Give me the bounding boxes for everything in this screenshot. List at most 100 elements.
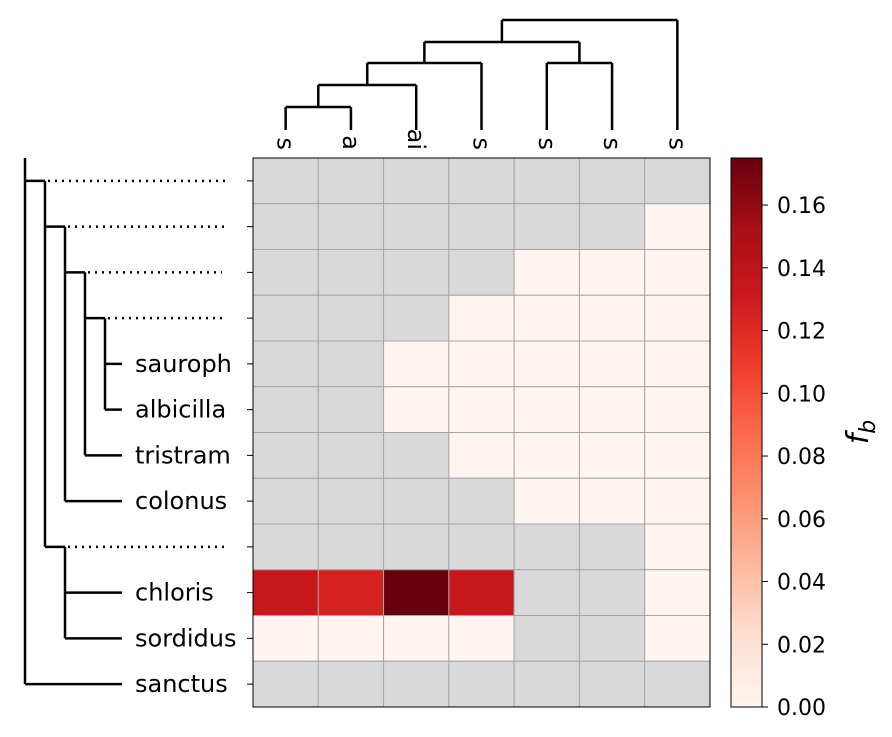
heatmap-cell [317,249,385,296]
heatmap-cell [252,157,319,205]
heatmap-cell [252,523,319,571]
column-label: s [272,137,300,150]
heatmap-cell [252,203,319,250]
row-dendrogram [23,158,225,686]
heatmap-cell [578,386,646,433]
column-labels: s a ai s s s s [272,129,692,150]
heatmap-cell [448,203,515,250]
colorbar-tick-label: 0.08 [777,445,826,470]
column-dendrogram [284,18,679,130]
heatmap-cell [578,203,646,250]
row-label: colonus [135,487,227,515]
heatmap-cell [383,203,450,250]
heatmap-cell [317,294,385,342]
heatmap-cell [644,249,711,296]
heatmap-cell [448,615,515,662]
heatmap-cell [513,615,580,662]
heatmap-cell [578,249,646,296]
heatmap-cell [513,386,580,433]
heatmap-cell [383,477,450,525]
heatmap-cell [644,386,711,433]
heatmap-cell [513,660,580,708]
row-labels: sauroph albicilla tristram colonus chloris so… [135,180,253,698]
heatmap-cell [513,523,580,571]
heatmap-cell [513,477,580,525]
heatmap-cell [383,660,450,708]
heatmap-cell [317,203,385,250]
heatmap-cell [644,340,711,388]
colorbar-tick-label: 0.04 [777,571,826,596]
heatmap-cell [578,157,646,205]
heatmap-frame [252,157,711,708]
colorbar-label: fb [841,420,881,445]
colorbar-tick-label: 0.12 [777,320,826,345]
heatmap-cell [317,477,385,525]
colorbar-tick-label: 0.10 [777,382,826,407]
heatmap-cell [448,294,515,342]
colorbar-scale [730,157,763,708]
heatmap-cell [448,477,515,525]
heatmap-cell [383,249,450,296]
heatmap-cell [383,157,450,205]
heatmap-cell [513,157,580,205]
colorbar-tick-label: 0.06 [777,508,826,533]
heatmap-cell [644,294,711,342]
heatmap-cell [383,615,450,662]
heatmap-cell [448,340,515,388]
heatmap-cell [644,569,711,616]
heatmap-cell [578,477,646,525]
row-label: albicilla [135,396,226,424]
row-label: sauroph [135,350,232,378]
heatmap-cell [317,157,385,205]
colorbar-tick-label: 0.16 [777,194,826,219]
colorbar-tick-label: 0.02 [777,633,826,658]
heatmap-cell [448,432,515,479]
heatmap-cell [252,477,319,525]
colorbar-tick-label: 0.00 [777,696,826,721]
heatmap-cell [252,294,319,342]
heatmap-cell [448,157,515,205]
column-label: ai [402,129,430,150]
colorbar-tick-label: 0.14 [777,257,826,282]
heatmap-cell [317,523,385,571]
heatmap-cells [252,157,711,708]
column-label: s [468,137,496,150]
heatmap-cell [644,660,711,708]
row-label: sanctus [135,670,228,698]
heatmap-cell [578,340,646,388]
column-label: s [533,137,561,150]
heatmap-cell [252,432,319,479]
colorbar: 0.00 0.02 0.04 0.06 0.08 0.10 0.12 0.14 0.16 fb [730,157,881,721]
heatmap-cell [513,249,580,296]
heatmap-cell [513,203,580,250]
heatmap-cell [644,477,711,525]
heatmap-cell [383,569,450,616]
heatmap-cell [317,615,385,662]
heatmap-cell [578,569,646,616]
heatmap-cell [383,523,450,571]
column-label: a [337,135,365,150]
heatmap-cell [448,386,515,433]
heatmap-cell [448,660,515,708]
column-label: s [598,137,626,150]
row-label: chloris [135,579,214,607]
heatmap-cell [513,340,580,388]
heatmap-cell [644,432,711,479]
heatmap-cell [578,432,646,479]
heatmap-cell [317,569,385,616]
row-label: sordidus [135,624,236,652]
heatmap-cell [513,432,580,479]
heatmap-cell [383,386,450,433]
heatmap-cell [644,157,711,205]
heatmap-cell [317,340,385,388]
heatmap-cell [252,249,319,296]
heatmap-cell [252,386,319,433]
heatmap-cell [513,294,580,342]
heatmap-cell [644,203,711,250]
column-label: s [663,137,691,150]
heatmap-cell [644,523,711,571]
heatmap-cell [448,569,515,616]
heatmap-cell [513,569,580,616]
